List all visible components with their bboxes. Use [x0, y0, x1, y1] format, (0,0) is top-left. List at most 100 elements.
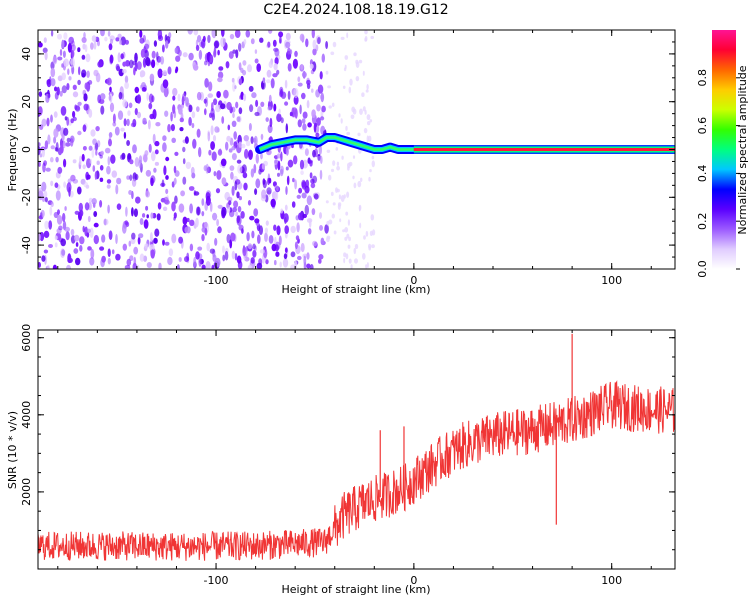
- noise-blob: [107, 248, 111, 257]
- spectrogram-x-axis-label: Height of straight line (km): [281, 283, 430, 296]
- noise-blob: [217, 226, 222, 234]
- noise-blob: [312, 149, 316, 158]
- noise-blob: [350, 264, 353, 269]
- noise-blob: [77, 47, 81, 53]
- noise-blob: [364, 35, 368, 42]
- noise-blob: [205, 195, 211, 206]
- snr-axes: -100 0 100 2000 4000 6000: [20, 324, 675, 587]
- noise-blob: [367, 121, 371, 126]
- noise-blob: [204, 52, 211, 63]
- noise-blob: [131, 207, 134, 217]
- noise-blob: [238, 141, 242, 148]
- noise-blob: [54, 242, 58, 248]
- noise-blob: [145, 57, 151, 66]
- noise-blob: [276, 113, 282, 123]
- noise-blob: [44, 51, 48, 61]
- noise-blob: [83, 93, 88, 102]
- noise-blob: [301, 181, 307, 190]
- noise-blob: [188, 52, 194, 61]
- carrier-band-core: [413, 148, 675, 151]
- noise-blob: [246, 232, 250, 242]
- noise-blob: [63, 58, 69, 67]
- noise-blob: [309, 172, 313, 179]
- noise-blob: [260, 133, 264, 140]
- noise-blob: [243, 182, 248, 191]
- noise-blob: [118, 57, 122, 63]
- noise-blob: [301, 92, 306, 100]
- noise-blob: [353, 52, 357, 57]
- noise-blob: [312, 175, 318, 184]
- noise-blob: [328, 219, 333, 225]
- noise-blob: [328, 105, 332, 109]
- noise-blob: [99, 177, 104, 182]
- noise-blob: [168, 248, 174, 257]
- noise-blob: [38, 161, 41, 167]
- noise-blob: [319, 71, 323, 80]
- noise-blob: [371, 160, 375, 168]
- noise-blob: [162, 70, 168, 76]
- noise-blob: [151, 50, 156, 59]
- noise-blob: [93, 211, 98, 217]
- noise-blob: [139, 253, 145, 262]
- noise-blob: [74, 210, 80, 215]
- noise-blob: [249, 215, 255, 221]
- noise-blob: [250, 257, 255, 264]
- noise-blob: [228, 51, 234, 59]
- noise-blob: [241, 143, 246, 149]
- colorbar-tick-label: 0.4: [696, 165, 709, 183]
- noise-blob: [136, 94, 142, 104]
- noise-blob: [317, 37, 321, 45]
- noise-blob: [62, 140, 66, 149]
- noise-blob: [81, 73, 86, 78]
- noise-blob: [268, 30, 273, 34]
- noise-blob: [41, 147, 45, 158]
- snr-y-tick-label: 4000: [20, 401, 33, 429]
- noise-blob: [217, 127, 220, 133]
- snr-y-axis-label: SNR (10 * v/v): [6, 411, 19, 489]
- noise-blob: [70, 137, 74, 147]
- noise-blob: [151, 151, 156, 162]
- noise-blob: [297, 76, 301, 83]
- noise-blob: [56, 86, 60, 96]
- noise-blob: [122, 223, 127, 234]
- colorbar-tick-label: 0.6: [696, 117, 709, 135]
- noise-blob: [359, 222, 362, 229]
- noise-blob: [89, 257, 95, 266]
- noise-blob: [140, 48, 145, 58]
- noise-blob: [59, 49, 63, 56]
- noise-blob: [43, 230, 50, 238]
- noise-blob: [201, 264, 206, 269]
- noise-blob: [255, 99, 259, 107]
- noise-blob: [275, 251, 280, 257]
- noise-blob: [210, 107, 215, 118]
- noise-blob: [134, 86, 140, 94]
- noise-blob: [44, 140, 49, 150]
- noise-blob: [236, 255, 242, 264]
- noise-blob: [47, 93, 51, 99]
- noise-blob: [186, 217, 190, 223]
- noise-blob: [305, 38, 309, 48]
- noise-blob: [70, 174, 76, 182]
- noise-blob: [103, 218, 107, 226]
- noise-blob: [293, 95, 299, 105]
- noise-blob: [116, 203, 122, 210]
- noise-blob: [99, 200, 103, 208]
- noise-blob: [125, 60, 130, 67]
- noise-blob: [251, 230, 255, 239]
- noise-blob: [137, 111, 141, 119]
- noise-blob: [53, 128, 59, 138]
- noise-blob: [156, 213, 161, 221]
- noise-blob: [278, 31, 284, 38]
- noise-blob: [314, 122, 317, 128]
- noise-blob: [54, 86, 58, 92]
- noise-blob: [364, 30, 368, 35]
- noise-blob: [96, 160, 100, 166]
- noise-blob: [155, 122, 161, 127]
- noise-blob: [124, 265, 131, 269]
- noise-blob: [145, 205, 149, 211]
- noise-blob: [154, 228, 160, 237]
- noise-blob: [195, 44, 200, 52]
- noise-blob: [182, 52, 188, 58]
- noise-blob: [355, 59, 359, 65]
- noise-blob: [139, 37, 145, 44]
